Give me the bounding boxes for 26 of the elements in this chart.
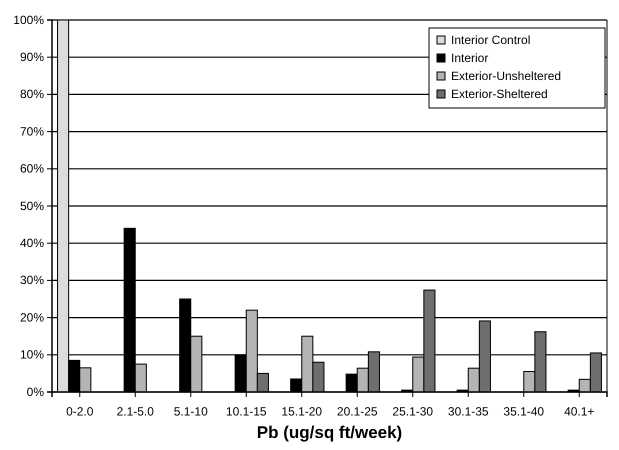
y-tick-label: 50% [20, 198, 44, 213]
y-tick-label: 30% [20, 273, 44, 288]
y-tick-label: 20% [20, 310, 44, 324]
y-tick-label: 100% [13, 12, 44, 27]
y-tick-label: 60% [20, 162, 44, 176]
y-tick-label: 80% [20, 87, 44, 102]
x-tick-label: 5.1-10 [174, 404, 208, 419]
y-tick-label: 40% [20, 236, 44, 250]
legend-label: Exterior-Unsheltered [451, 69, 562, 83]
y-tick-label: 70% [20, 124, 44, 138]
x-tick-label: 20.1-25 [336, 404, 378, 419]
y-tick-label: 90% [20, 50, 44, 64]
x-tick-label: 25.1-30 [392, 404, 434, 419]
x-tick-label: 30.1-35 [448, 404, 489, 419]
legend-label: Interior Control [451, 33, 530, 47]
legend-label: Interior [451, 51, 488, 65]
x-tick-label: 35.1-40 [503, 404, 544, 419]
y-tick-label: 10% [20, 348, 44, 362]
x-tick-label: 10.1-15 [226, 404, 267, 419]
legend-label: Exterior-Sheltered [451, 87, 548, 101]
y-tick-label: 0% [26, 384, 44, 399]
x-tick-label: 0-2.0 [66, 404, 94, 419]
x-tick-label: 2.1-5.0 [116, 404, 154, 419]
x-axis-title: Pb (ug/sq ft/week) [256, 423, 402, 442]
x-tick-label: 15.1-20 [281, 404, 322, 419]
x-tick-label: 40.1+ [564, 404, 594, 419]
